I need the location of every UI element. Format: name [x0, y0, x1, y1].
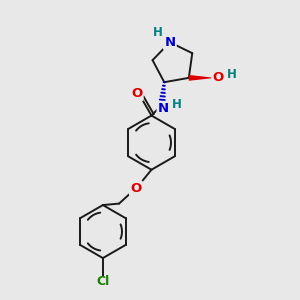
Text: Cl: Cl: [96, 274, 110, 287]
Text: H: H: [172, 98, 182, 111]
Text: O: O: [213, 71, 224, 84]
Text: O: O: [131, 87, 142, 100]
Text: N: N: [164, 36, 175, 49]
Text: H: H: [153, 26, 162, 39]
Polygon shape: [189, 75, 215, 81]
Text: H: H: [226, 68, 236, 81]
Text: O: O: [130, 182, 142, 195]
Text: N: N: [158, 102, 169, 115]
